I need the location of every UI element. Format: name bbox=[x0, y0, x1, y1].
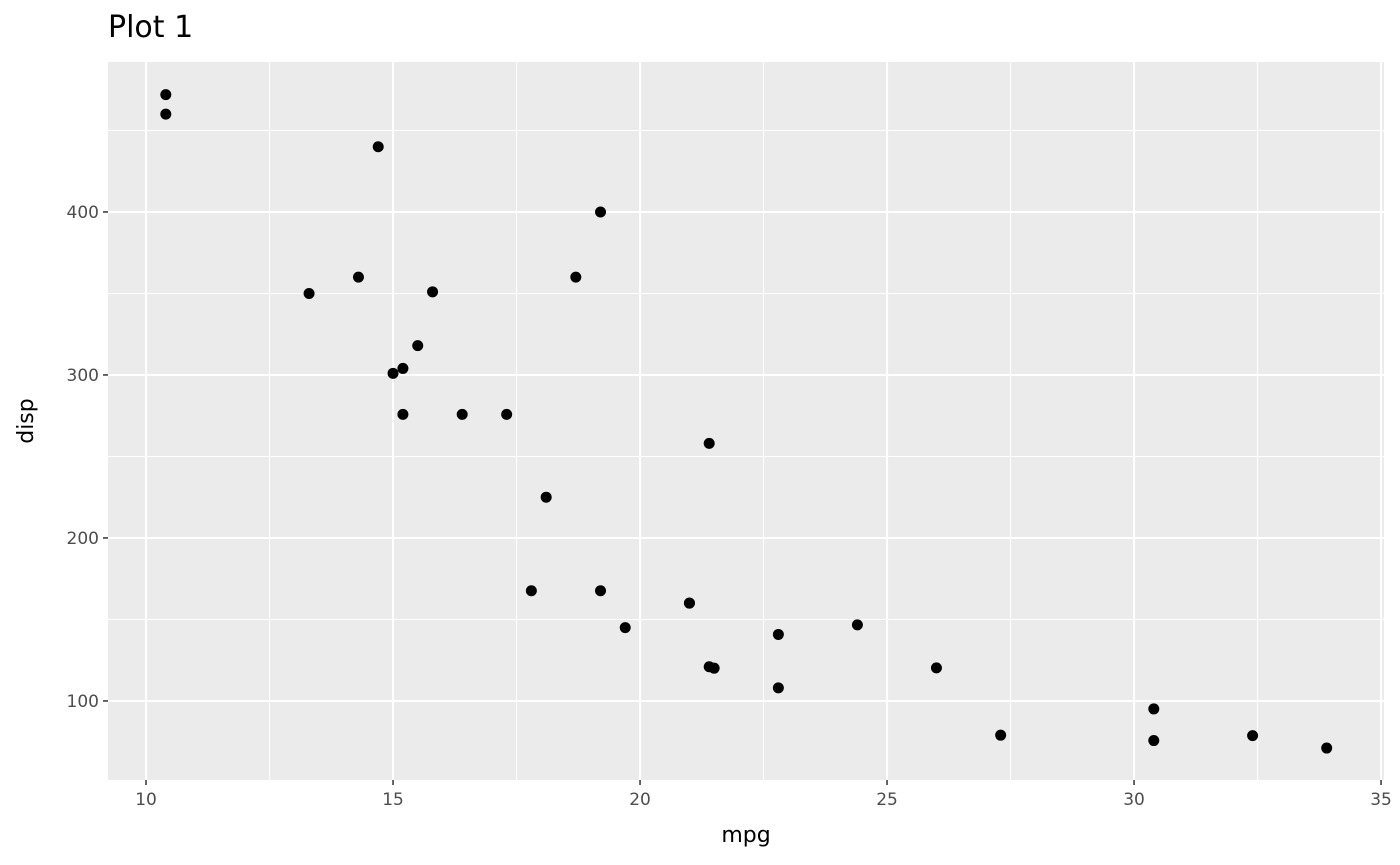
data-point bbox=[540, 491, 552, 503]
x-tick-label: 30 bbox=[1123, 790, 1145, 810]
data-point bbox=[501, 408, 513, 420]
data-point bbox=[570, 271, 582, 283]
data-point bbox=[1247, 730, 1259, 742]
chart-title: Plot 1 bbox=[108, 10, 194, 45]
data-point bbox=[160, 108, 172, 120]
data-point bbox=[456, 408, 468, 420]
data-point bbox=[683, 597, 695, 609]
x-axis-label: mpg bbox=[721, 823, 770, 848]
x-tick-label: 20 bbox=[629, 790, 651, 810]
data-point bbox=[1321, 742, 1333, 754]
data-point bbox=[387, 367, 399, 379]
y-tick-label: 200 bbox=[67, 529, 99, 549]
data-point bbox=[772, 628, 784, 640]
x-tick-label: 10 bbox=[135, 790, 157, 810]
data-point bbox=[160, 89, 172, 101]
data-point bbox=[1148, 735, 1160, 747]
data-point bbox=[851, 619, 863, 631]
data-point bbox=[1148, 703, 1160, 715]
data-point bbox=[427, 286, 439, 298]
data-point bbox=[525, 585, 537, 597]
y-tick-label: 100 bbox=[67, 692, 99, 712]
data-point bbox=[595, 585, 607, 597]
x-tick-label: 15 bbox=[382, 790, 404, 810]
y-axis-label: disp bbox=[14, 398, 39, 444]
data-point bbox=[397, 408, 409, 420]
data-point bbox=[303, 287, 315, 299]
data-point bbox=[930, 662, 942, 674]
data-point bbox=[703, 437, 715, 449]
data-point bbox=[412, 340, 424, 352]
y-tick-label: 300 bbox=[67, 366, 99, 386]
data-point bbox=[397, 362, 409, 374]
data-point bbox=[352, 271, 364, 283]
x-tick-label: 35 bbox=[1370, 790, 1392, 810]
data-point bbox=[703, 661, 715, 673]
plot-panel bbox=[108, 62, 1384, 780]
data-point bbox=[372, 141, 384, 153]
x-tick-label: 25 bbox=[876, 790, 898, 810]
data-point bbox=[619, 622, 631, 634]
y-tick-label: 400 bbox=[67, 203, 99, 223]
data-point bbox=[772, 682, 784, 694]
data-point bbox=[995, 729, 1007, 741]
data-point bbox=[595, 206, 607, 218]
